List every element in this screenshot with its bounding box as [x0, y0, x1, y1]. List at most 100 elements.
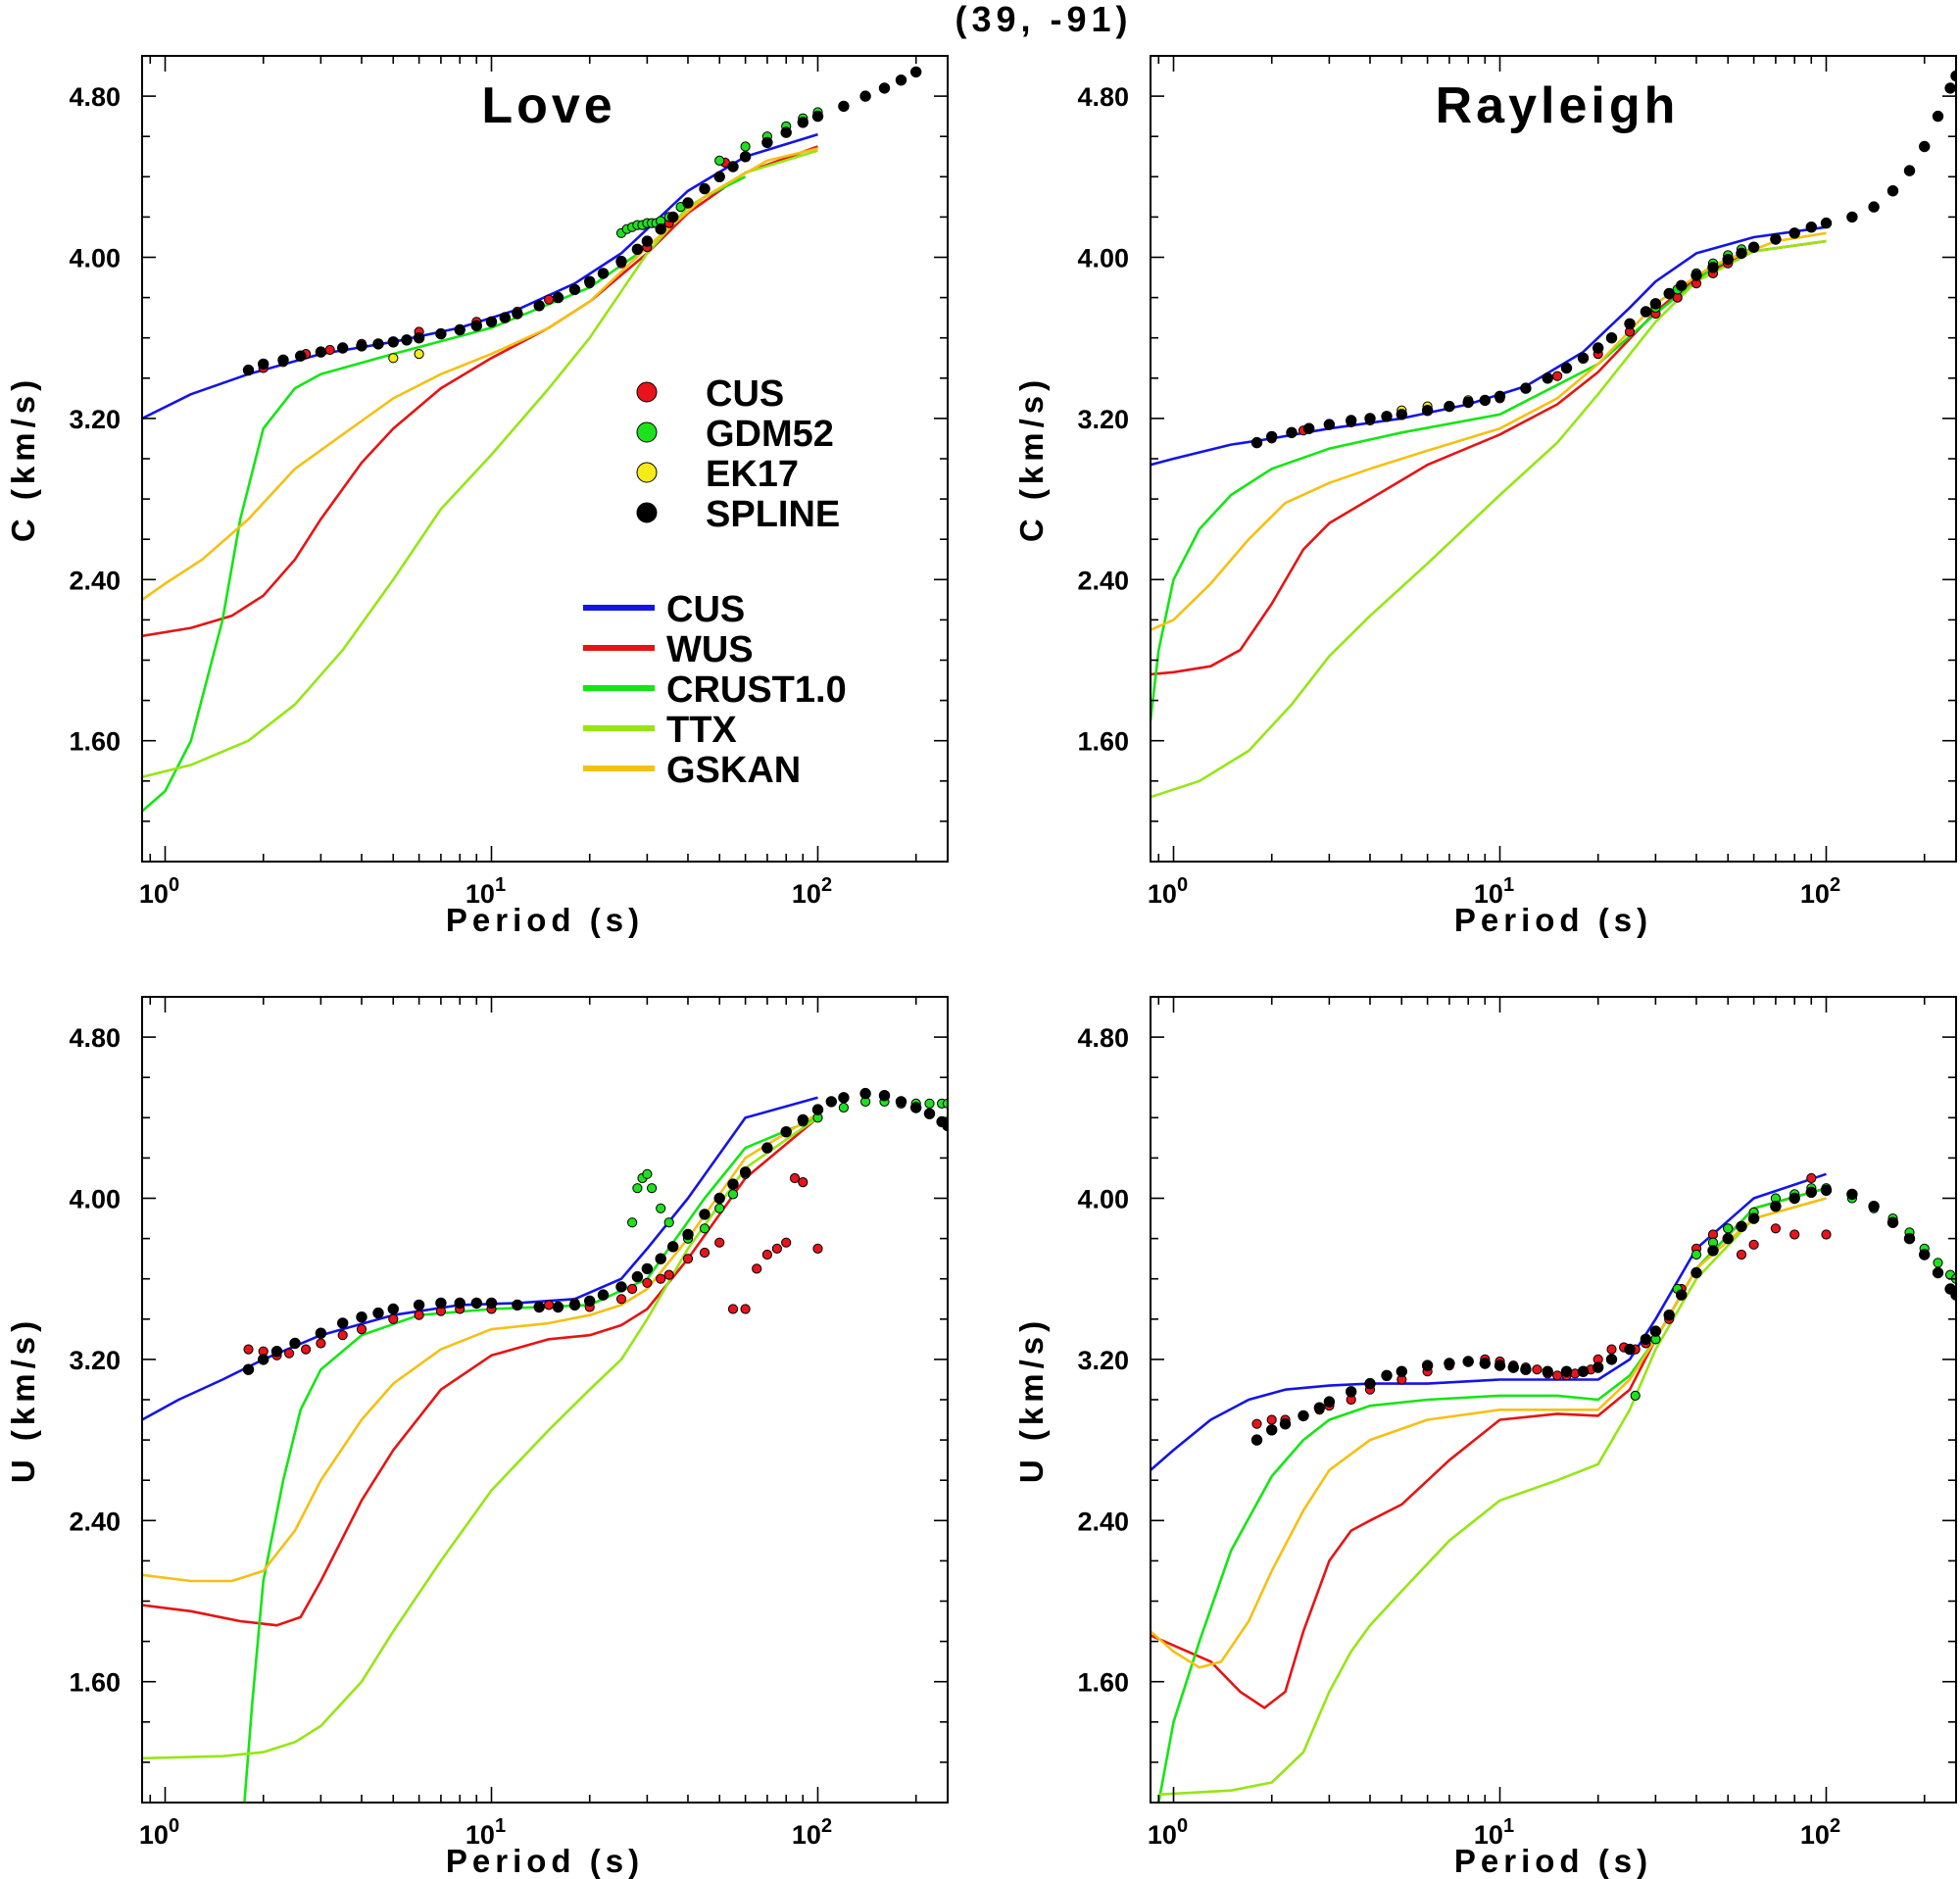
point-cus — [663, 1269, 674, 1280]
point-spline — [337, 1317, 349, 1329]
point-spline — [1846, 1188, 1858, 1201]
point-spline — [1298, 1409, 1309, 1422]
point-cus — [316, 1338, 326, 1349]
legend-marker-cus — [636, 381, 658, 403]
point-spline — [1444, 1358, 1455, 1369]
point-spline — [552, 1301, 564, 1313]
point-spline — [454, 323, 466, 336]
point-spline — [1421, 1360, 1434, 1371]
point-cus — [1821, 1229, 1832, 1240]
point-cus — [1552, 1370, 1563, 1381]
plot-frame — [1150, 996, 1957, 1804]
point-gdm52 — [714, 1203, 725, 1213]
point-spline — [739, 151, 752, 163]
point-cus — [771, 1243, 783, 1255]
point-spline — [485, 1297, 498, 1310]
point-cus — [727, 1304, 739, 1314]
point-spline — [1592, 342, 1604, 354]
legend-marker-gdm52 — [636, 421, 658, 443]
point-spline — [584, 275, 596, 287]
point-spline — [1788, 1192, 1800, 1205]
point-spline — [372, 1307, 384, 1319]
model-line-wus — [1151, 1186, 1827, 1709]
point-spline — [1707, 262, 1719, 273]
y-tick-label: 3.20 — [1077, 405, 1129, 434]
point-spline — [295, 350, 307, 362]
model-line-gskan — [142, 147, 818, 601]
x-tick-label: 100 — [139, 874, 179, 909]
y-tick-label: 4.00 — [69, 244, 121, 273]
legend-marker-ek17 — [636, 462, 658, 483]
point-spline — [1820, 1184, 1833, 1197]
point-spline — [713, 1192, 725, 1205]
point-spline — [533, 300, 545, 312]
point-cus — [752, 1263, 762, 1274]
point-spline — [1381, 1369, 1393, 1382]
point-spline — [1919, 140, 1931, 153]
point-spline — [631, 1270, 644, 1283]
point-spline — [1649, 1325, 1662, 1337]
point-spline — [1846, 211, 1858, 223]
x-tick-label: 102 — [1800, 874, 1840, 909]
point-gdm52 — [924, 1098, 935, 1110]
point-spline — [1770, 233, 1782, 245]
point-gdm52 — [714, 155, 725, 166]
observed-points — [242, 1087, 948, 1375]
point-spline — [615, 255, 627, 268]
panel-title: Rayleigh — [1436, 77, 1680, 134]
point-spline — [838, 100, 850, 113]
point-spline — [811, 110, 824, 123]
point-cus — [682, 1254, 694, 1264]
point-spline — [1676, 1289, 1688, 1301]
model-line-ttx — [1151, 239, 1827, 799]
y-tick-label: 1.60 — [69, 1668, 121, 1698]
point-gdm52 — [740, 141, 751, 152]
point-spline — [1770, 1201, 1782, 1212]
y-tick-label: 1.60 — [69, 727, 121, 757]
point-spline — [1592, 1361, 1604, 1373]
point-gdm52 — [1933, 1258, 1943, 1268]
point-gdm52 — [663, 1217, 674, 1228]
point-cus — [356, 1324, 368, 1335]
point-spline — [1736, 247, 1747, 260]
point-spline — [682, 1228, 694, 1241]
x-tick-label: 100 — [1148, 874, 1188, 909]
point-spline — [1266, 430, 1278, 443]
point-spline — [1950, 1289, 1956, 1301]
point-spline — [1676, 279, 1688, 291]
point-cus — [615, 1294, 627, 1305]
model-line-wus — [1151, 239, 1827, 676]
point-spline — [1250, 1434, 1263, 1446]
point-spline — [1722, 1232, 1734, 1245]
legend-label: GSKAN — [666, 750, 801, 791]
panels: 1.60 2.40 3.20 4.00 4.80 100 101 102 Period (s) C… — [5, 55, 1957, 1879]
point-spline — [258, 358, 270, 371]
point-cus — [1789, 1229, 1800, 1240]
point-spline — [667, 1241, 679, 1253]
point-spline — [1690, 1266, 1702, 1279]
point-spline — [811, 1104, 824, 1115]
point-spline — [1944, 82, 1956, 94]
point-spline — [655, 223, 666, 235]
point-cus — [414, 1310, 424, 1320]
x-tick-label: 102 — [1800, 1815, 1840, 1850]
point-spline — [780, 126, 792, 138]
y-axis-label: C (km/s) — [5, 375, 41, 542]
y-tick-label: 3.20 — [69, 405, 121, 434]
x-tick-label: 100 — [139, 1815, 179, 1850]
observed-points — [1250, 70, 1956, 449]
panel-top-right: 1.60 2.40 3.20 4.00 4.80 100 101 102 Period (s) C… — [1013, 55, 1957, 938]
point-cus — [656, 1273, 666, 1284]
point-gdm52 — [942, 1098, 948, 1109]
model-line-ttx — [142, 149, 818, 778]
point-spline — [356, 340, 368, 352]
point-spline — [1886, 185, 1899, 197]
point-spline — [1722, 253, 1734, 266]
plot-frame — [141, 996, 949, 1804]
point-spline — [1364, 413, 1376, 424]
point-cus — [781, 1237, 792, 1248]
ticks — [142, 996, 948, 1804]
point-gdm52 — [642, 1168, 653, 1179]
point-gdm52 — [627, 1217, 638, 1228]
point-spline — [761, 1142, 773, 1154]
